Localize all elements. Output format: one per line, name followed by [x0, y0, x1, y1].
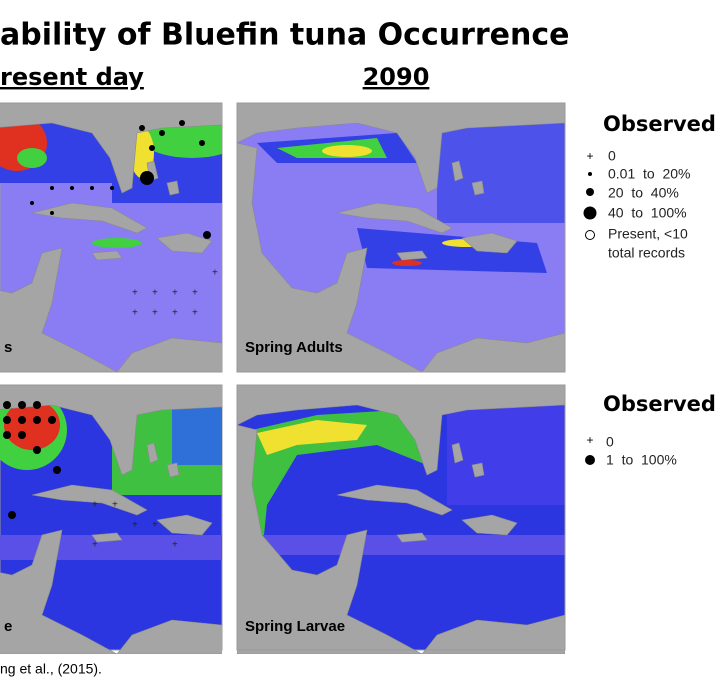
panel-label: Spring Larvae — [245, 618, 345, 635]
svg-text:+: + — [172, 540, 178, 551]
legend-title: Observed — [603, 392, 716, 416]
panel-label: Spring Adults — [245, 339, 343, 356]
svg-text:+: + — [132, 308, 138, 319]
svg-text:+: + — [172, 308, 178, 319]
legend-symbol — [585, 230, 595, 240]
svg-text:+: + — [152, 288, 158, 299]
svg-text:+: + — [172, 288, 178, 299]
legend-item: total records — [608, 245, 685, 261]
legend-symbol: + — [586, 433, 593, 447]
legend-symbol — [583, 206, 597, 220]
legend-title: Observed — [603, 112, 716, 136]
svg-text:+: + — [192, 308, 198, 319]
svg-text:+: + — [132, 288, 138, 299]
map-panel: Spring Larvae — [236, 384, 566, 654]
legend-item: 20 to 40% — [608, 185, 679, 201]
map-panel: + + + + + + + + + s — [0, 102, 223, 373]
legend-symbol — [588, 172, 592, 176]
svg-text:+: + — [212, 268, 218, 279]
map-panel: + + + + + + e — [0, 384, 223, 654]
legend-item: 0.01 to 20% — [608, 166, 691, 182]
citation: ng et al., (2015). — [0, 661, 102, 677]
legend: Observed + 0 1 to 100% — [585, 392, 716, 468]
legend-item: 1 to 100% — [606, 452, 677, 468]
panel-label: s — [4, 339, 12, 356]
svg-text:+: + — [152, 520, 158, 531]
svg-text:+: + — [152, 308, 158, 319]
legend-item: 40 to 100% — [608, 205, 687, 221]
legend-symbol — [586, 188, 594, 196]
svg-text:+: + — [92, 500, 98, 511]
legend-symbol: + — [586, 149, 593, 163]
map-panel: Spring Adults — [236, 102, 566, 373]
panel-label: e — [4, 618, 12, 635]
svg-text:+: + — [132, 520, 138, 531]
legend-item: 0 — [608, 148, 616, 164]
svg-text:+: + — [112, 500, 118, 511]
column-heading: 2090 — [363, 63, 430, 91]
column-heading: resent day — [0, 63, 144, 91]
legend: Observed + 0 0.01 to 20% 20 to 40% 40 to… — [583, 112, 716, 261]
legend-item: Present, <10 — [608, 226, 688, 242]
legend-item: 0 — [606, 434, 614, 450]
slide-title: ability of Bluefin tuna Occurrence — [0, 18, 570, 53]
svg-text:+: + — [192, 288, 198, 299]
svg-text:+: + — [92, 540, 98, 551]
legend-symbol — [585, 455, 595, 465]
